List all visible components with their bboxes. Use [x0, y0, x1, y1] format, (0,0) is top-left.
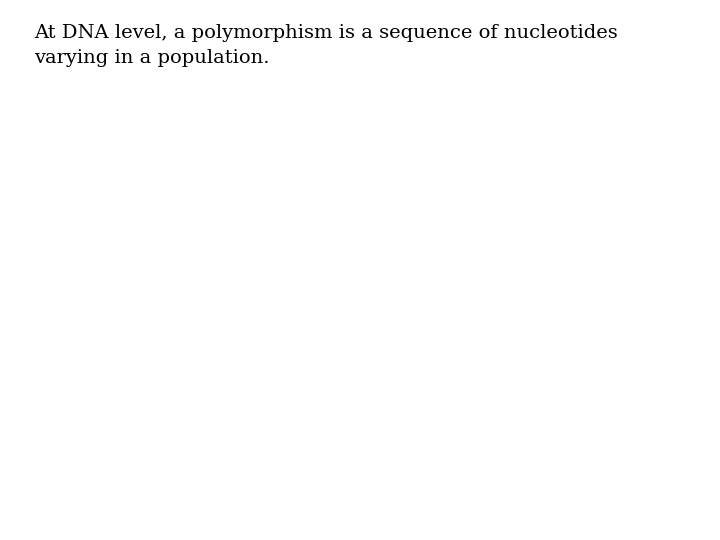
- Text: At DNA level, a polymorphism is a sequence of nucleotides
varying in a populatio: At DNA level, a polymorphism is a sequen…: [35, 24, 618, 68]
